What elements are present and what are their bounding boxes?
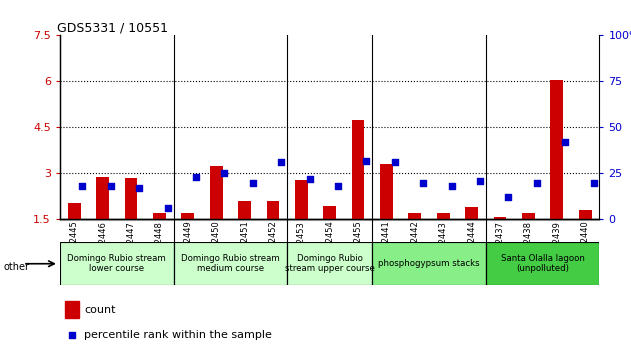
Text: Santa Olalla lagoon
(unpolluted): Santa Olalla lagoon (unpolluted) (501, 254, 584, 273)
Bar (68, 202, 81, 219)
Bar (465, 207, 478, 219)
Text: GSM832449: GSM832449 (183, 221, 192, 272)
Text: Domingo Rubio
stream upper course: Domingo Rubio stream upper course (285, 254, 375, 273)
Text: Domingo Rubio stream
medium course: Domingo Rubio stream medium course (181, 254, 280, 273)
Text: GSM832454: GSM832454 (325, 221, 334, 272)
Point (163, 206, 173, 211)
Text: GSM832453: GSM832453 (297, 221, 306, 272)
Text: GSM832439: GSM832439 (552, 221, 562, 272)
Text: GSM832451: GSM832451 (240, 221, 249, 272)
Bar (209, 166, 223, 219)
FancyBboxPatch shape (60, 242, 174, 285)
Point (362, 158, 372, 164)
Point (589, 180, 599, 185)
Point (68, 332, 78, 338)
Text: GSM832438: GSM832438 (524, 221, 533, 272)
Bar (380, 164, 393, 219)
FancyBboxPatch shape (372, 242, 486, 285)
Bar (550, 80, 563, 219)
Point (333, 183, 343, 189)
Bar (181, 213, 194, 219)
Point (191, 174, 201, 180)
Bar (323, 206, 336, 219)
Text: GSM832441: GSM832441 (382, 221, 391, 272)
FancyBboxPatch shape (287, 242, 372, 285)
Point (418, 180, 428, 185)
Text: GSM832455: GSM832455 (353, 221, 363, 272)
Text: GSM832442: GSM832442 (410, 221, 420, 272)
FancyBboxPatch shape (486, 242, 599, 285)
Text: phosphogypsum stacks: phosphogypsum stacks (378, 259, 480, 268)
Bar (153, 213, 166, 219)
Text: GSM832444: GSM832444 (467, 221, 476, 272)
Bar (408, 213, 422, 219)
Text: other: other (3, 262, 29, 272)
Bar (351, 120, 365, 219)
Text: Domingo Rubio stream
lower course: Domingo Rubio stream lower course (68, 254, 166, 273)
Text: GDS5331 / 10551: GDS5331 / 10551 (57, 21, 168, 34)
Point (532, 180, 542, 185)
Point (106, 183, 116, 189)
Point (447, 183, 457, 189)
Point (560, 139, 570, 145)
Point (134, 185, 144, 191)
Text: GSM832445: GSM832445 (69, 221, 79, 272)
Text: GSM832450: GSM832450 (211, 221, 221, 272)
Point (475, 178, 485, 184)
Text: GSM832448: GSM832448 (155, 221, 164, 272)
FancyBboxPatch shape (174, 242, 287, 285)
Point (504, 195, 514, 200)
Bar (522, 213, 535, 219)
Text: percentile rank within the sample: percentile rank within the sample (85, 330, 272, 340)
Point (248, 180, 258, 185)
Text: count: count (85, 305, 116, 315)
Bar (579, 210, 592, 219)
Point (390, 160, 400, 165)
Bar (96, 177, 109, 219)
Bar (437, 213, 450, 219)
Point (276, 160, 286, 165)
Bar (124, 178, 138, 219)
Text: GSM832440: GSM832440 (581, 221, 590, 272)
Bar (295, 179, 308, 219)
Point (305, 176, 315, 182)
Bar (66, 301, 79, 318)
Text: GSM832437: GSM832437 (495, 221, 505, 272)
Bar (266, 201, 280, 219)
Text: GSM832452: GSM832452 (268, 221, 278, 272)
Text: GSM832443: GSM832443 (439, 221, 448, 272)
Point (220, 171, 230, 176)
Text: GSM832447: GSM832447 (126, 221, 136, 272)
Bar (238, 201, 251, 219)
Text: GSM832446: GSM832446 (98, 221, 107, 272)
Bar (493, 217, 507, 219)
Point (78, 183, 88, 189)
